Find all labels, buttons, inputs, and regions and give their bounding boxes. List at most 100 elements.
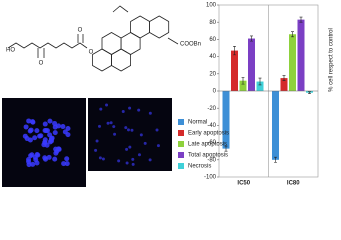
ring [111,48,131,72]
cell [155,128,159,132]
bar [289,34,296,91]
y-tick-label: -40 [207,123,216,129]
legend-label: Normal [188,120,207,126]
legend-label: Total apoptosis [188,153,228,159]
cell [47,118,53,124]
cell [106,121,110,125]
error-bar [258,77,262,86]
cell [130,128,134,132]
cell [98,156,102,160]
cell [139,133,143,137]
x-tick-label: IC50 [237,181,250,187]
cell [125,147,129,151]
y-tick-label: -100 [204,175,217,181]
cell [32,154,38,160]
cell [62,129,68,135]
cell [105,103,109,107]
cell [42,137,48,143]
y-tick-label: -20 [207,106,216,112]
legend-swatch [178,163,184,169]
cell [128,106,132,110]
y-tick-label: 20 [209,71,216,77]
cell [61,161,67,167]
error-bar [250,35,253,42]
error-bar [282,75,286,81]
bar [248,38,255,91]
error-bar [308,91,311,94]
structure [7,5,179,72]
bar [256,81,264,91]
y-tick-label: 0 [213,89,217,95]
cell [55,123,61,129]
cell [46,154,52,160]
error-bar [224,145,228,152]
cell [60,124,66,130]
error-bar [274,156,277,163]
bar [280,78,288,91]
cell [65,126,71,132]
error-bar [299,16,303,23]
atom-label: O [78,28,83,34]
cell [37,133,43,139]
legend-label: Early apoptosis [188,131,229,137]
y-tick-label: -80 [207,157,216,163]
cell [117,159,121,163]
y-tick-label: 100 [206,3,217,9]
cell [148,111,152,115]
chain [7,34,88,58]
ring [120,32,141,55]
ester [112,5,179,45]
cell [28,153,34,159]
cell [137,153,141,157]
cell [101,157,105,161]
legend-swatch [178,152,184,158]
y-tick-label: 60 [209,37,216,43]
cell [22,133,28,139]
cell [30,161,36,167]
atom-label: HO [6,48,15,54]
cell [42,121,48,127]
figure: % cell respect to control HO O O O COOBn -100… [2,3,335,187]
cell [126,128,130,132]
y-axis-label: % cell respect to control [329,28,335,92]
bar [297,19,305,91]
atom-label: COOBn [180,42,201,48]
cell [99,107,103,111]
cell [131,162,135,166]
cell [125,161,129,165]
cell [34,128,40,134]
ring [149,15,170,39]
cell [32,135,38,141]
bar [231,50,238,91]
atom-label: O [89,50,94,56]
cell [131,157,135,161]
y-tick-label: 80 [209,20,216,26]
cell [148,158,152,162]
cell [28,127,34,133]
cell [26,118,32,124]
cell [143,141,147,145]
cell [95,139,99,143]
cell [26,162,32,168]
cell [156,144,160,148]
cell [97,124,101,128]
cell [34,160,40,166]
error-bar [233,45,236,56]
cell [48,138,54,144]
ring [92,48,112,72]
bar [272,91,279,160]
cell [121,110,125,114]
ring [101,32,122,55]
cell [94,148,98,152]
cell [52,156,58,162]
error-bar [241,76,245,85]
legend-label: Necrosis [188,164,211,170]
cell [124,126,128,130]
legend-swatch [178,141,184,147]
ring [130,15,150,39]
cell [52,130,58,136]
cell [64,156,70,162]
cell [54,148,60,154]
legend-swatch [178,130,184,136]
cell [128,145,132,149]
